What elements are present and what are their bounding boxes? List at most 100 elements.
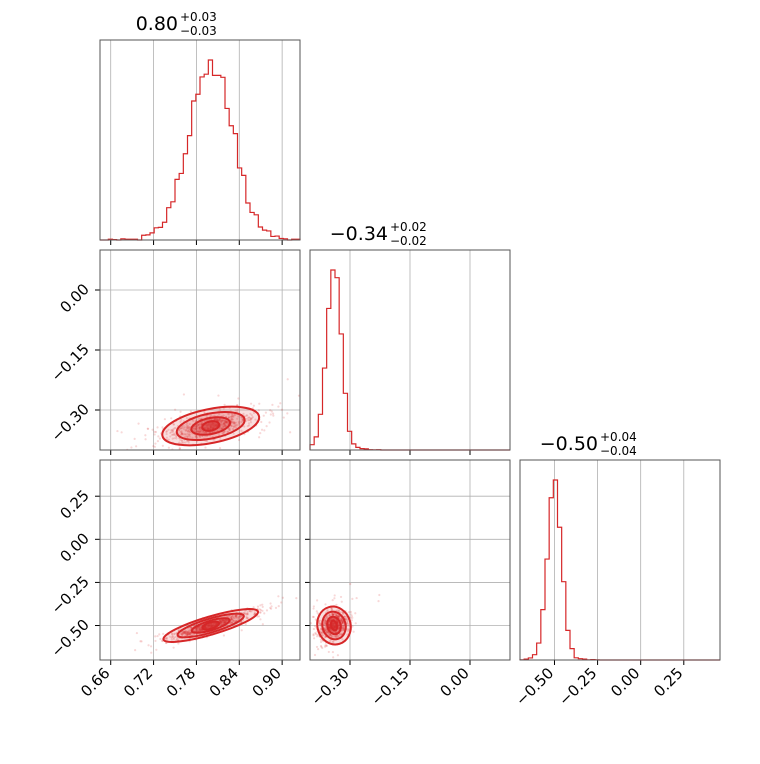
- sample-point: [207, 624, 210, 627]
- sample-point: [345, 619, 348, 622]
- sample-point: [228, 428, 231, 432]
- sample-point: [187, 427, 190, 430]
- sample-point: [243, 611, 246, 614]
- sample-point: [324, 629, 328, 632]
- sample-point: [171, 430, 175, 433]
- sample-point: [215, 623, 218, 626]
- sample-point: [180, 440, 184, 443]
- sample-point: [237, 415, 240, 418]
- sample-point: [180, 439, 183, 442]
- sample-point: [328, 613, 331, 617]
- sample-point: [331, 640, 334, 644]
- sample-point: [230, 616, 233, 620]
- sample-point: [314, 632, 318, 636]
- sample-point: [332, 614, 336, 617]
- sample-point: [296, 623, 298, 625]
- sample-point: [312, 607, 315, 610]
- sample-point: [188, 632, 191, 635]
- sample-point: [199, 427, 202, 430]
- sample-point: [335, 614, 338, 617]
- sample-point: [223, 619, 226, 622]
- sample-point: [323, 645, 327, 648]
- sample-point: [345, 402, 347, 404]
- sample-point: [269, 602, 272, 605]
- sample-point: [225, 420, 228, 424]
- sample-point: [230, 614, 233, 617]
- sample-point: [165, 636, 169, 640]
- x-tick-label-0: 0.66: [77, 664, 113, 700]
- sample-point: [187, 441, 190, 444]
- sample-point: [173, 437, 176, 440]
- sample-point: [194, 628, 197, 631]
- sample-point: [194, 627, 198, 630]
- sample-point: [172, 423, 176, 426]
- sample-point: [171, 635, 174, 638]
- sample-point: [198, 628, 201, 631]
- sample-point: [180, 430, 183, 433]
- sample-point: [185, 633, 188, 636]
- sample-point: [242, 611, 245, 615]
- sample-point: [175, 637, 179, 641]
- sample-point: [207, 423, 211, 426]
- sample-point: [248, 609, 251, 612]
- sample-point: [341, 613, 345, 616]
- sample-point: [154, 430, 158, 434]
- sample-point: [168, 635, 172, 638]
- sample-point: [221, 419, 224, 422]
- sample-point: [245, 417, 248, 421]
- sample-point: [184, 631, 187, 635]
- sample-point: [189, 632, 192, 635]
- sample-point: [297, 394, 300, 397]
- sample-point: [323, 620, 326, 623]
- sample-point: [195, 430, 198, 433]
- sample-point: [312, 633, 315, 636]
- sample-point: [186, 426, 190, 429]
- sample-point: [220, 419, 223, 422]
- sample-point: [230, 618, 233, 621]
- sample-point: [233, 422, 236, 425]
- sample-point: [187, 428, 190, 431]
- sample-point: [208, 625, 211, 628]
- sample-point: [331, 613, 335, 616]
- sample-point: [154, 442, 157, 445]
- sample-point: [224, 620, 227, 624]
- sample-point: [198, 426, 201, 429]
- sample-point: [186, 426, 189, 429]
- sample-point: [234, 614, 237, 617]
- sample-point: [231, 427, 235, 431]
- sample-point: [225, 420, 228, 423]
- sample-point: [210, 623, 213, 626]
- sample-point: [165, 638, 168, 641]
- sample-point: [219, 621, 223, 624]
- sample-point: [237, 615, 240, 618]
- sample-point: [156, 426, 159, 429]
- sample-point: [351, 597, 354, 600]
- sample-point: [205, 624, 209, 627]
- sample-point: [211, 423, 214, 426]
- sample-point: [259, 604, 262, 607]
- sample-point: [220, 620, 223, 623]
- sample-point: [332, 624, 335, 627]
- sample-point: [185, 425, 188, 428]
- sample-point: [328, 619, 331, 622]
- sample-point: [198, 428, 201, 431]
- sample-point: [219, 619, 222, 622]
- param-title-minus-1: −0.02: [390, 234, 427, 248]
- sample-point: [265, 609, 269, 612]
- sample-point: [222, 419, 225, 422]
- sample-point: [336, 654, 340, 657]
- sample-point: [133, 437, 136, 440]
- sample-point: [220, 423, 224, 426]
- sample-point: [316, 635, 319, 638]
- sample-point: [321, 633, 324, 636]
- sample-point: [246, 612, 249, 616]
- sample-point: [165, 436, 169, 439]
- sample-point: [336, 621, 339, 624]
- sample-point: [182, 441, 185, 444]
- sample-point: [280, 408, 284, 411]
- sample-point: [289, 431, 292, 434]
- sample-point: [185, 423, 188, 426]
- sample-point: [329, 634, 332, 637]
- sample-point: [184, 632, 187, 635]
- sample-point: [271, 403, 274, 406]
